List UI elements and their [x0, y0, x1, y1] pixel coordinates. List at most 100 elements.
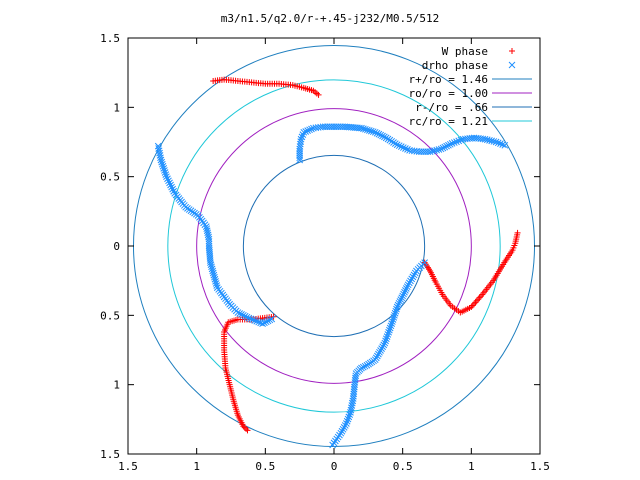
point-s1-a0: [445, 141, 452, 149]
point-s1-a0: [497, 140, 504, 148]
point-s1-a2: [347, 409, 354, 416]
point-s1-a0: [404, 146, 411, 153]
y-tick-label-5: 1: [113, 379, 120, 392]
point-s1-a2: [398, 294, 406, 302]
y-tick-label-0: 1.5: [100, 32, 120, 45]
point-s1-a2: [385, 328, 392, 336]
legend-label-3: ro/ro = 1.00: [409, 87, 488, 100]
point-s1-a1: [247, 315, 255, 323]
point-s1-a0: [443, 142, 450, 150]
point-s1-a0: [367, 127, 375, 135]
point-s1-a2: [380, 341, 388, 349]
point-s1-a0: [486, 136, 493, 144]
point-s1-a0: [371, 128, 379, 136]
point-s1-a2: [401, 288, 408, 296]
point-s1-a2: [346, 411, 354, 418]
point-s1-a1: [209, 267, 217, 275]
point-s1-a1: [243, 313, 251, 321]
point-s1-a1: [157, 154, 164, 162]
point-s1-a2: [405, 279, 413, 287]
point-s1-a1: [240, 311, 247, 319]
point-s1-a1: [164, 175, 171, 183]
point-s1-a1: [210, 271, 218, 279]
chart-title: m3/n1.5/q2.0/r-+.45-j232/M0.5/512: [221, 12, 440, 25]
point-s0-a1: [471, 300, 478, 307]
point-s1-a2: [386, 326, 393, 334]
point-s1-a1: [204, 229, 212, 237]
point-s1-a1: [241, 312, 249, 320]
point-s1-a1: [207, 261, 215, 269]
point-s1-a1: [266, 316, 274, 324]
point-s1-a1: [166, 179, 173, 187]
point-s1-a1: [203, 227, 211, 235]
ticks-layer: 1.5 1 0.5 0 0.5 1 1.51.510.500.511.5: [100, 32, 550, 473]
circle-2: [242, 154, 426, 338]
point-s1-a2: [411, 269, 419, 277]
point-s1-a1: [208, 265, 216, 273]
point-s0-a1: [477, 293, 484, 300]
point-s1-a1: [208, 263, 215, 271]
point-s1-a0: [453, 138, 460, 146]
x-tick-label-4: 0.5: [393, 460, 413, 473]
x-tick-label-6: 1.5: [530, 460, 550, 473]
point-s1-a2: [361, 362, 369, 370]
point-s1-a0: [399, 144, 407, 151]
point-s1-a1: [236, 310, 244, 317]
point-s0-a2: [241, 424, 248, 431]
point-s1-a2: [400, 290, 407, 298]
point-s0-a1: [473, 297, 480, 304]
point-s1-a2: [359, 363, 367, 371]
point-s1-a2: [393, 303, 401, 311]
point-s1-a1: [245, 314, 253, 322]
legend-label-4: r-/ro = .66: [415, 101, 488, 114]
y-tick-label-2: 0.5: [100, 171, 120, 184]
point-s1-a1: [255, 318, 263, 326]
point-s1-a1: [264, 317, 272, 325]
point-s1-a2: [389, 318, 396, 325]
point-s1-a0: [358, 124, 365, 132]
legend-label-1: drho phase: [422, 59, 488, 72]
point-s1-a1: [202, 223, 210, 230]
point-s1-a1: [160, 164, 168, 172]
series-1: [154, 123, 509, 449]
point-s1-a1: [253, 317, 261, 325]
point-s1-a2: [397, 296, 405, 303]
point-s1-a0: [431, 147, 438, 154]
legend-swatch-1: [508, 61, 516, 69]
point-s1-a2: [339, 425, 347, 433]
point-s1-a1: [212, 280, 220, 287]
point-s1-a1: [159, 162, 167, 170]
point-s1-a0: [365, 127, 373, 134]
point-s1-a2: [378, 345, 385, 352]
point-s1-a0: [395, 142, 403, 150]
point-s1-a1: [167, 181, 174, 189]
point-s1-a0: [483, 136, 491, 144]
legend-label-0: W phase: [442, 45, 488, 58]
point-s1-a2: [394, 301, 402, 309]
point-s1-a0: [304, 127, 311, 134]
point-s1-a0: [437, 145, 445, 153]
point-s1-a2: [382, 337, 389, 345]
point-s1-a0: [306, 126, 313, 134]
point-s0-a1: [472, 299, 479, 306]
point-s0-a1: [514, 229, 521, 236]
point-s1-a2: [391, 311, 398, 319]
series-layer: [154, 76, 521, 449]
point-s1-a1: [168, 183, 175, 191]
point-s1-a1: [238, 311, 245, 318]
point-s1-a0: [381, 133, 388, 141]
point-s1-a1: [161, 167, 168, 174]
point-s0-a1: [476, 294, 483, 301]
point-s1-a2: [341, 422, 349, 429]
point-s1-a0: [441, 143, 449, 151]
point-s1-a1: [211, 275, 219, 283]
point-s1-a2: [408, 275, 416, 283]
point-s1-a0: [356, 124, 363, 132]
point-s1-a0: [455, 137, 463, 145]
point-s1-a0: [377, 131, 385, 139]
point-s1-a1: [207, 259, 214, 266]
point-s1-a2: [404, 281, 412, 289]
point-s1-a0: [435, 146, 443, 153]
point-s1-a2: [383, 333, 391, 340]
